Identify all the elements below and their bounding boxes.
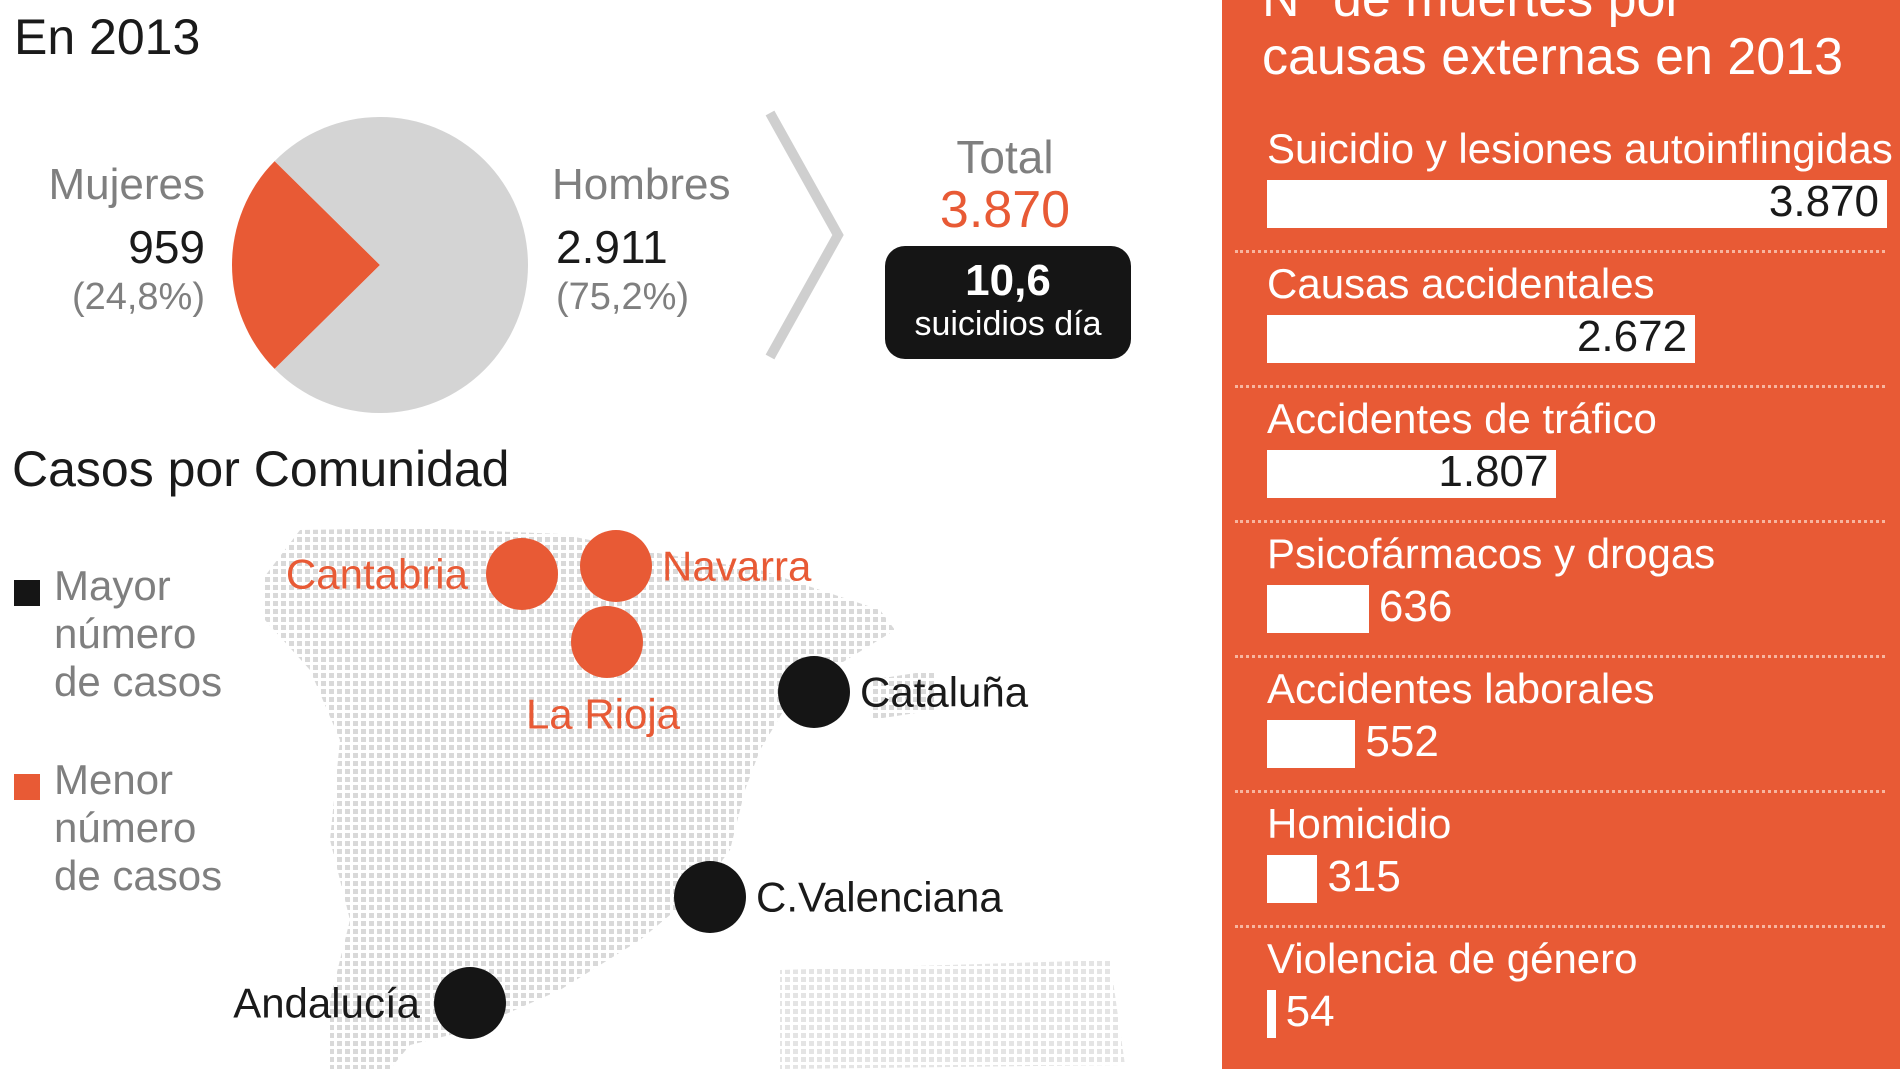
bar	[1267, 585, 1369, 633]
total-value: 3.870	[939, 181, 1071, 239]
gender-pie-chart	[232, 117, 528, 414]
row-divider	[1235, 790, 1885, 793]
pie-men-label: Hombres	[552, 160, 731, 209]
row-divider	[1235, 385, 1885, 388]
legend-swatch-mayor	[14, 580, 40, 606]
legend-swatch-menor	[14, 774, 40, 800]
region-marker-cantabria	[486, 538, 558, 610]
legend-line: de casos	[54, 658, 223, 705]
bar	[1267, 720, 1356, 768]
legend-item-menor: Menor número de casos	[54, 756, 254, 900]
region-label-navarra: Navarra	[662, 543, 812, 590]
bar-category-label: Violencia de género	[1267, 935, 1638, 982]
section-title: En 2013	[14, 9, 201, 65]
region-marker-la-rioja	[571, 606, 643, 678]
bar-category-label: Psicofármacos y drogas	[1267, 530, 1716, 577]
spain-map: Cantabria Navarra La Rioja Cataluña C.Valenc…	[233, 528, 1125, 1069]
legend-line: de casos	[54, 852, 223, 899]
bar-value-label: 54	[1285, 987, 1335, 1036]
region-marker-navarra	[580, 530, 652, 602]
pie-slice-mujeres	[232, 161, 380, 369]
total-label: Total	[956, 131, 1054, 183]
bar	[1267, 855, 1318, 903]
row-divider	[1235, 655, 1885, 658]
region-label-cantabria: Cantabria	[286, 551, 469, 598]
legend-line: número	[54, 610, 197, 657]
map-title: Casos por Comunidad	[12, 441, 510, 497]
pie-men-pct: (75,2%)	[556, 276, 690, 318]
bar-value-label: 552	[1365, 717, 1439, 766]
bar	[1267, 180, 1887, 228]
legend-line: Mayor	[54, 562, 171, 609]
bar-category-label: Accidentes de tráfico	[1267, 395, 1657, 442]
panel-title-line: Nº de muertes por	[1262, 0, 1843, 28]
bar	[1267, 990, 1276, 1038]
baleares-shape	[870, 670, 935, 720]
pie-slice-hombres	[274, 117, 528, 414]
pie-women-label: Mujeres	[48, 160, 206, 209]
bar	[1267, 315, 1696, 363]
bar-category-label: Homicidio	[1267, 800, 1452, 847]
bar-value-label: 3.870	[1768, 177, 1879, 226]
pie-men-value: 2.911	[556, 221, 668, 273]
panel-title-line: causas externas en 2013	[1262, 28, 1844, 86]
legend-line: número	[54, 804, 197, 851]
external-causes-panel	[1222, 0, 1900, 1069]
region-label-la-rioja: La Rioja	[526, 691, 681, 738]
daily-rate-badge: 10,6 suicidios día	[885, 246, 1131, 359]
bar-category-label: Suicidio y lesiones autoinflingidas	[1267, 125, 1893, 172]
row-divider	[1235, 925, 1885, 928]
daily-rate-label: suicidios día	[914, 305, 1102, 343]
spain-mainland-shape	[262, 528, 895, 1069]
region-marker-andalucia	[434, 967, 506, 1039]
bar-value-label: 636	[1378, 582, 1453, 631]
bar-value-label: 2.672	[1576, 312, 1688, 361]
row-divider	[1235, 250, 1885, 253]
legend-line: Menor	[54, 756, 174, 803]
panel-title: Nº de muertes por causas externas en 201…	[1262, 0, 1843, 86]
pie-women-value: 959	[128, 221, 205, 273]
canarias-inset	[780, 960, 1125, 1069]
bar-value-label: 315	[1327, 852, 1401, 901]
chevron-right-icon	[765, 110, 844, 360]
bar-category-label: Causas accidentales	[1267, 260, 1655, 307]
region-label-andalucia: Andalucía	[233, 980, 420, 1027]
bar-category-label: Accidentes laborales	[1267, 665, 1655, 712]
row-divider	[1235, 520, 1885, 523]
bar-value-label: 1.807	[1438, 447, 1549, 496]
pie-women-pct: (24,8%)	[71, 276, 205, 318]
daily-rate-value: 10,6	[965, 256, 1051, 305]
region-marker-c-valenciana	[674, 861, 746, 933]
region-label-c-valenciana: C.Valenciana	[756, 874, 1003, 921]
region-label-cataluna: Cataluña	[860, 669, 1029, 716]
bar	[1267, 450, 1557, 498]
legend-item-mayor: Mayor número de casos	[54, 562, 254, 706]
region-marker-cataluna	[778, 656, 850, 728]
